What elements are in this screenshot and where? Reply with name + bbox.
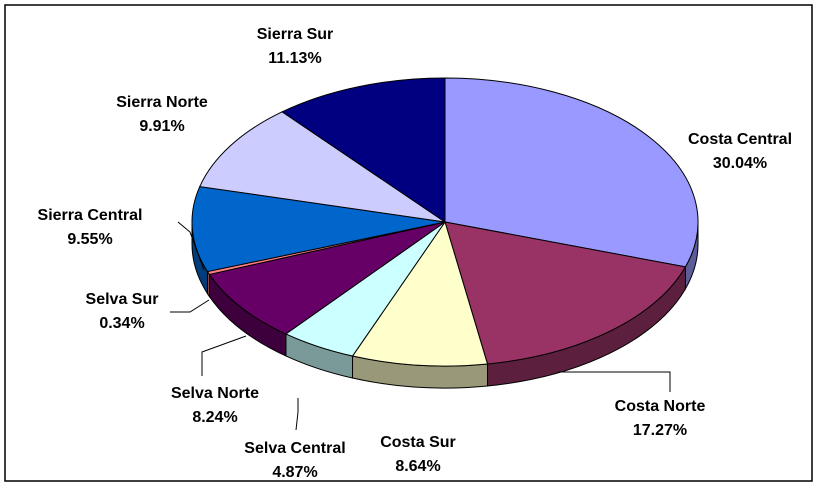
- slice: [199, 111, 446, 223]
- slice-value-label: 9.91%: [139, 118, 184, 135]
- slice-value-label: 11.13%: [268, 50, 321, 67]
- slice: [281, 77, 446, 223]
- slice-value-label: 9.55%: [67, 231, 112, 248]
- slice-value-label: 0.34%: [99, 315, 144, 332]
- slice-label: Selva Central: [244, 440, 345, 457]
- slice-label: Sierra Central: [38, 207, 143, 224]
- slice-value-label: 8.24%: [192, 409, 237, 426]
- slice-value-label: 30.04%: [713, 155, 767, 172]
- leader-line: [177, 221, 205, 271]
- slice: [444, 221, 687, 365]
- slice-value-label: 17.27%: [633, 422, 687, 439]
- leader-line: [170, 299, 210, 313]
- slice-label: Costa Central: [688, 131, 792, 148]
- slice-label: Sierra Norte: [116, 94, 208, 111]
- slice-label: Selva Sur: [86, 291, 159, 308]
- leader-line: [295, 398, 299, 431]
- slice-value-label: 4.87%: [272, 464, 317, 481]
- slice: [351, 220, 489, 367]
- leader-line: [558, 371, 671, 392]
- slice-label: Sierra Sur: [257, 26, 333, 43]
- slice-label: Costa Norte: [615, 398, 706, 415]
- slice: [208, 221, 446, 335]
- slice-value-label: 8.64%: [395, 458, 440, 475]
- leader-line: [201, 335, 247, 376]
- slice-label: Costa Sur: [380, 434, 456, 451]
- slice: [444, 77, 699, 268]
- slice: [191, 186, 446, 273]
- slice-label: Selva Norte: [171, 385, 259, 402]
